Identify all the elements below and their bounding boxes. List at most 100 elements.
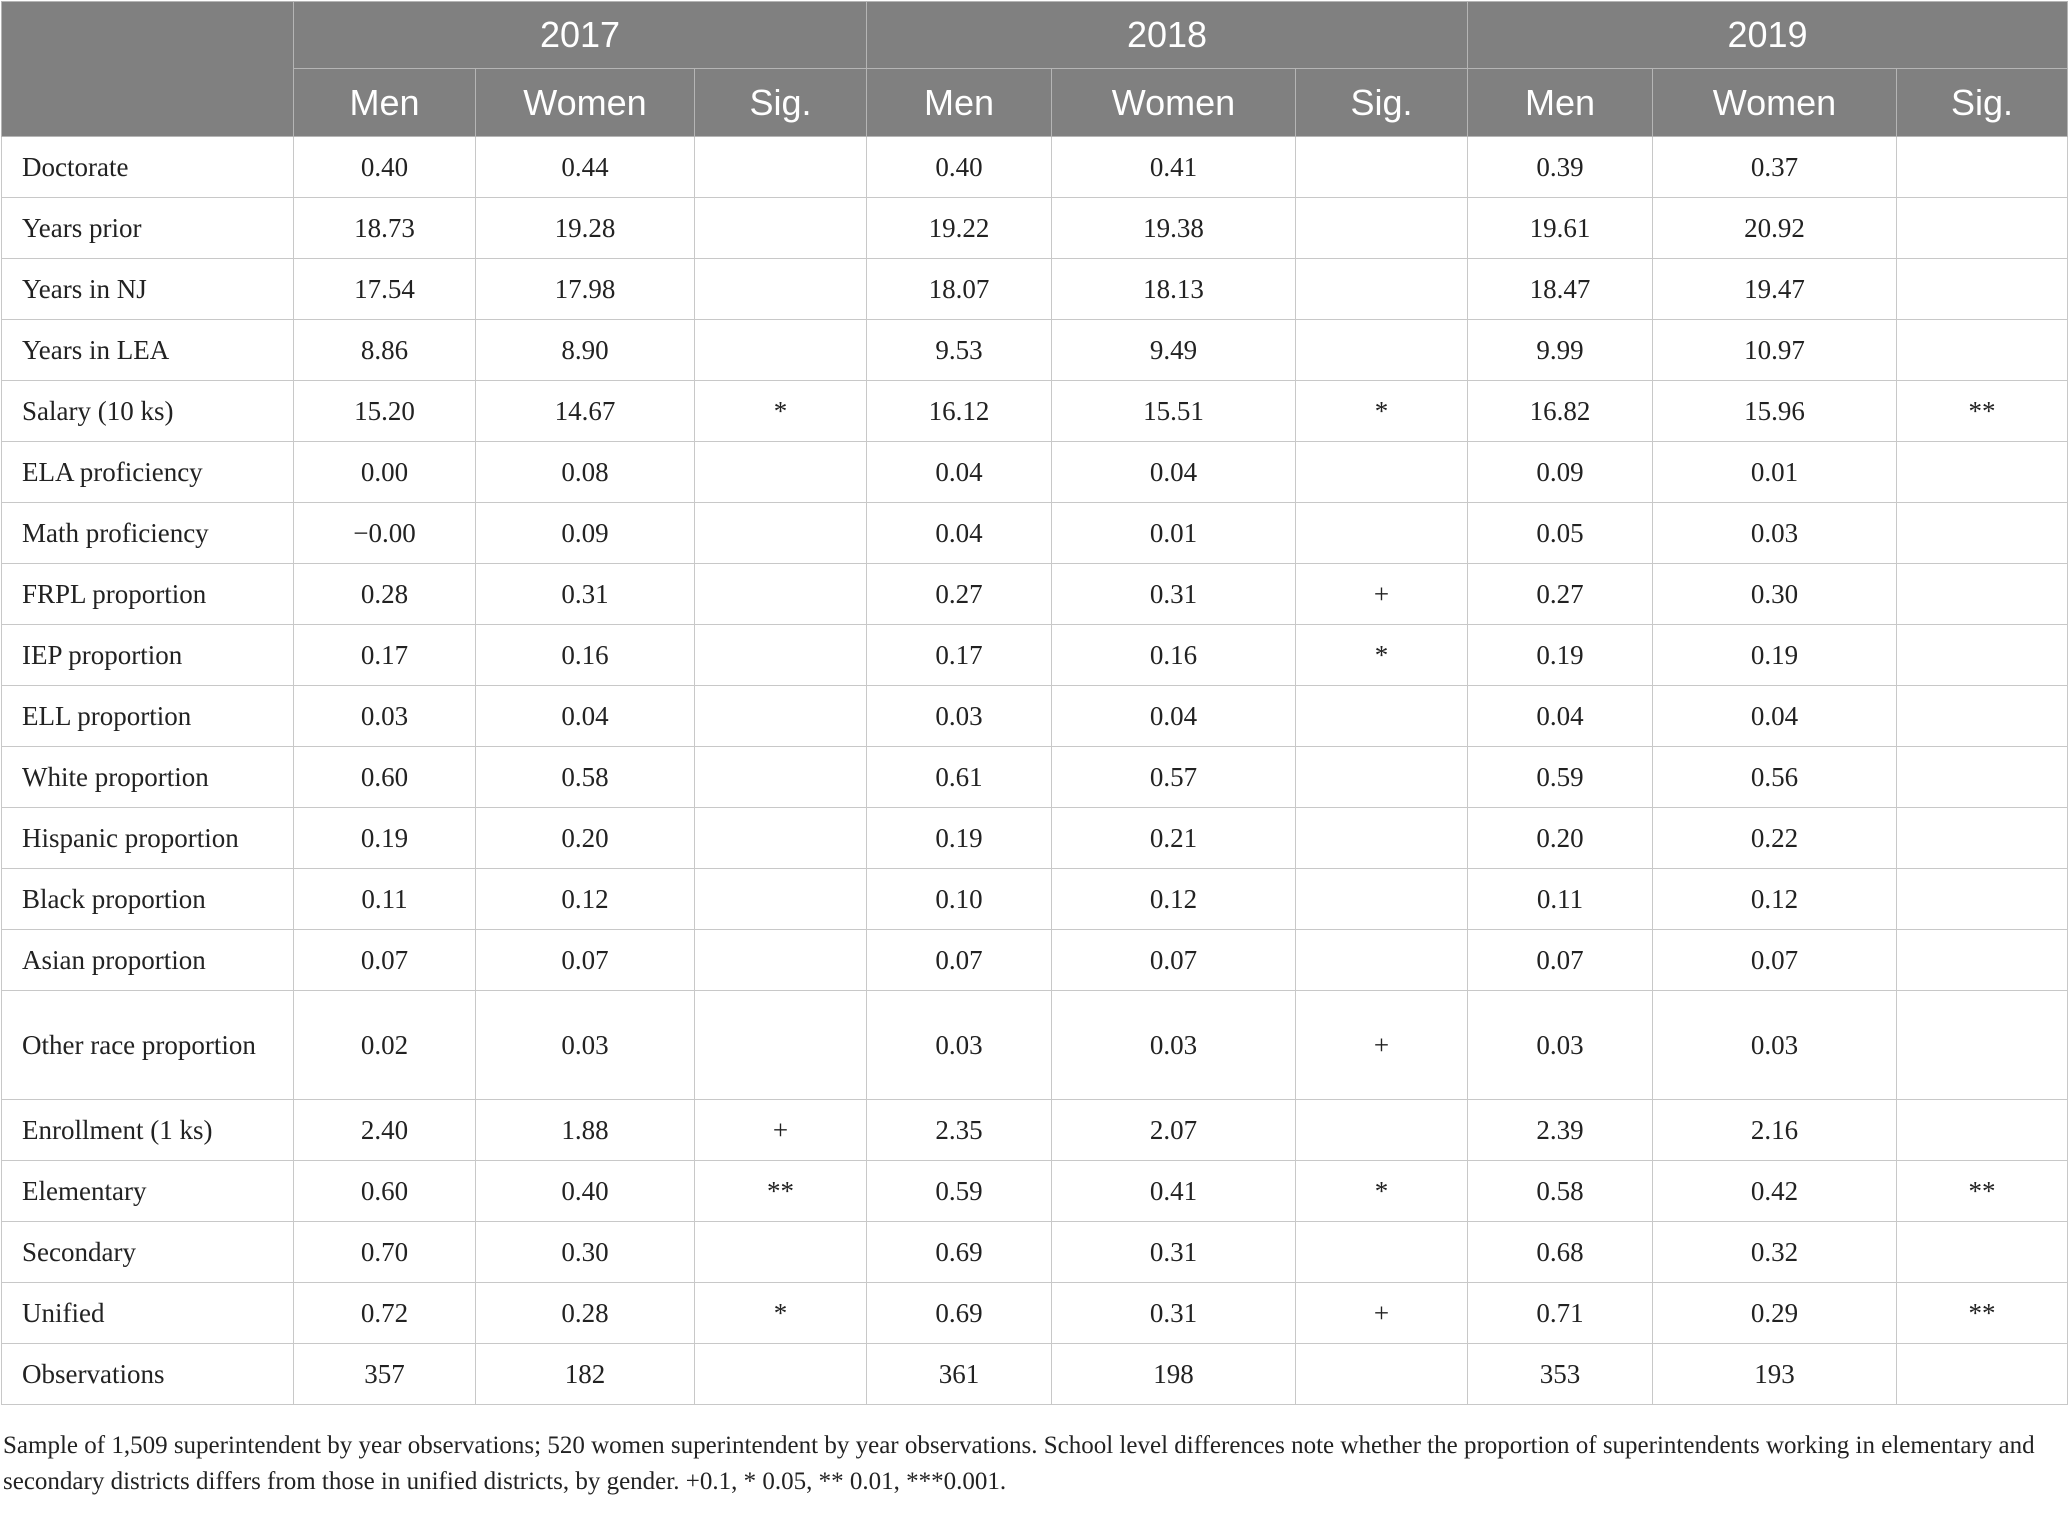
cell-2019-sig bbox=[1896, 929, 2068, 991]
cell-2018-sig bbox=[1295, 929, 1468, 991]
cell-2018-men: 0.17 bbox=[866, 624, 1052, 686]
cell-2018-women: 0.07 bbox=[1051, 929, 1296, 991]
subheader-sig: Sig. bbox=[694, 68, 867, 137]
table-footnote: Sample of 1,509 superintendent by year o… bbox=[3, 1432, 2035, 1495]
cell-2018-sig: * bbox=[1295, 380, 1468, 442]
cell-2018-sig bbox=[1295, 197, 1468, 259]
cell-2019-sig bbox=[1896, 1099, 2068, 1161]
row-label: Hispanic proportion bbox=[1, 807, 294, 869]
cell-2017-women: 0.44 bbox=[475, 136, 695, 198]
cell-2019-women: 0.37 bbox=[1652, 136, 1897, 198]
row-label: Years in LEA bbox=[1, 319, 294, 381]
cell-2017-women: 0.09 bbox=[475, 502, 695, 564]
cell-2019-men: 0.39 bbox=[1467, 136, 1653, 198]
table-row: Hispanic proportion 0.19 0.20 0.19 0.21 0.20 0… bbox=[1, 807, 2068, 869]
cell-2017-sig bbox=[694, 990, 867, 1100]
year-header-row: 2017 2018 2019 bbox=[1, 1, 2068, 137]
cell-2017-sig bbox=[694, 1343, 867, 1405]
cell-2019-sig bbox=[1896, 136, 2068, 198]
cell-2019-men: 18.47 bbox=[1467, 258, 1653, 320]
row-label: IEP proportion bbox=[1, 624, 294, 686]
cell-2019-sig bbox=[1896, 258, 2068, 320]
row-label: ELL proportion bbox=[1, 685, 294, 747]
cell-2017-men: 0.60 bbox=[293, 746, 476, 808]
cell-2017-men: 0.02 bbox=[293, 990, 476, 1100]
cell-2018-women: 9.49 bbox=[1051, 319, 1296, 381]
cell-2017-women: 0.12 bbox=[475, 868, 695, 930]
cell-2017-sig bbox=[694, 1221, 867, 1283]
cell-2018-men: 0.04 bbox=[866, 441, 1052, 503]
table-row: ELL proportion 0.03 0.04 0.03 0.04 0.04 0.04 bbox=[1, 685, 2068, 747]
cell-2019-men: 0.05 bbox=[1467, 502, 1653, 564]
cell-2018-men: 0.69 bbox=[866, 1221, 1052, 1283]
cell-2019-men: 0.09 bbox=[1467, 441, 1653, 503]
row-label: Other race proportion bbox=[1, 990, 294, 1100]
cell-2018-men: 9.53 bbox=[866, 319, 1052, 381]
cell-2018-men: 0.69 bbox=[866, 1282, 1052, 1344]
table-header: 2017 2018 2019 Men Women Sig. Men Women … bbox=[1, 1, 2068, 137]
table-row: Salary (10 ks) 15.20 14.67 * 16.12 15.51 * 16.8… bbox=[1, 380, 2068, 442]
cell-2018-sig bbox=[1295, 685, 1468, 747]
cell-2019-men: 2.39 bbox=[1467, 1099, 1653, 1161]
cell-2018-sig bbox=[1295, 1099, 1468, 1161]
cell-2019-men: 0.03 bbox=[1467, 990, 1653, 1100]
cell-2018-women: 2.07 bbox=[1051, 1099, 1296, 1161]
cell-2018-sig: * bbox=[1295, 624, 1468, 686]
cell-2018-women: 0.31 bbox=[1051, 1221, 1296, 1283]
cell-2018-women: 0.12 bbox=[1051, 868, 1296, 930]
cell-2017-men: 0.72 bbox=[293, 1282, 476, 1344]
cell-2018-sig bbox=[1295, 746, 1468, 808]
cell-2017-women: 0.30 bbox=[475, 1221, 695, 1283]
table-container: 2017 2018 2019 Men Women Sig. Men Women … bbox=[1, 1, 2068, 1405]
row-label: Doctorate bbox=[1, 136, 294, 198]
cell-2018-women: 0.16 bbox=[1051, 624, 1296, 686]
cell-2017-men: 0.07 bbox=[293, 929, 476, 991]
cell-2017-sig bbox=[694, 868, 867, 930]
cell-2017-men: 18.73 bbox=[293, 197, 476, 259]
cell-2017-sig bbox=[694, 319, 867, 381]
cell-2017-men: 0.70 bbox=[293, 1221, 476, 1283]
cell-2017-men: 8.86 bbox=[293, 319, 476, 381]
cell-2017-women: 17.98 bbox=[475, 258, 695, 320]
cell-2019-women: 10.97 bbox=[1652, 319, 1897, 381]
cell-2019-women: 15.96 bbox=[1652, 380, 1897, 442]
cell-2017-sig bbox=[694, 197, 867, 259]
table-row: FRPL proportion 0.28 0.31 0.27 0.31 +0.27 0.30 bbox=[1, 563, 2068, 625]
row-label: FRPL proportion bbox=[1, 563, 294, 625]
year-header-2017: 2017 bbox=[293, 1, 867, 69]
cell-2018-women: 0.31 bbox=[1051, 1282, 1296, 1344]
cell-2018-men: 0.03 bbox=[866, 685, 1052, 747]
table-body: Doctorate 0.40 0.44 0.40 0.41 0.39 0.37 Years p… bbox=[1, 136, 2068, 1405]
cell-2019-sig bbox=[1896, 624, 2068, 686]
cell-2017-sig bbox=[694, 746, 867, 808]
cell-2019-men: 0.27 bbox=[1467, 563, 1653, 625]
cell-2017-men: 0.28 bbox=[293, 563, 476, 625]
cell-2019-men: 0.11 bbox=[1467, 868, 1653, 930]
cell-2017-men: 0.17 bbox=[293, 624, 476, 686]
cell-2018-women: 0.21 bbox=[1051, 807, 1296, 869]
year-header-2019: 2019 bbox=[1467, 1, 2068, 69]
subheader-women: Women bbox=[1652, 68, 1897, 137]
table-row: Elementary 0.60 0.40 ** 0.59 0.41 * 0.58 0.42 ** bbox=[1, 1160, 2068, 1222]
cell-2018-men: 0.59 bbox=[866, 1160, 1052, 1222]
cell-2017-women: 0.04 bbox=[475, 685, 695, 747]
cell-2018-sig bbox=[1295, 441, 1468, 503]
cell-2018-men: 16.12 bbox=[866, 380, 1052, 442]
cell-2019-men: 16.82 bbox=[1467, 380, 1653, 442]
cell-2019-women: 0.12 bbox=[1652, 868, 1897, 930]
summary-statistics-table: 2017 2018 2019 Men Women Sig. Men Women … bbox=[1, 1, 2068, 1405]
cell-2017-men: 17.54 bbox=[293, 258, 476, 320]
cell-2017-sig: + bbox=[694, 1099, 867, 1161]
cell-2017-sig bbox=[694, 624, 867, 686]
row-label: Black proportion bbox=[1, 868, 294, 930]
cell-2017-women: 0.28 bbox=[475, 1282, 695, 1344]
cell-2019-women: 0.19 bbox=[1652, 624, 1897, 686]
cell-2019-sig bbox=[1896, 990, 2068, 1100]
cell-2018-women: 0.04 bbox=[1051, 685, 1296, 747]
cell-2019-sig bbox=[1896, 1343, 2068, 1405]
cell-2017-sig bbox=[694, 807, 867, 869]
cell-2019-sig bbox=[1896, 868, 2068, 930]
cell-2017-women: 0.16 bbox=[475, 624, 695, 686]
cell-2018-women: 0.41 bbox=[1051, 136, 1296, 198]
row-label: Years in NJ bbox=[1, 258, 294, 320]
